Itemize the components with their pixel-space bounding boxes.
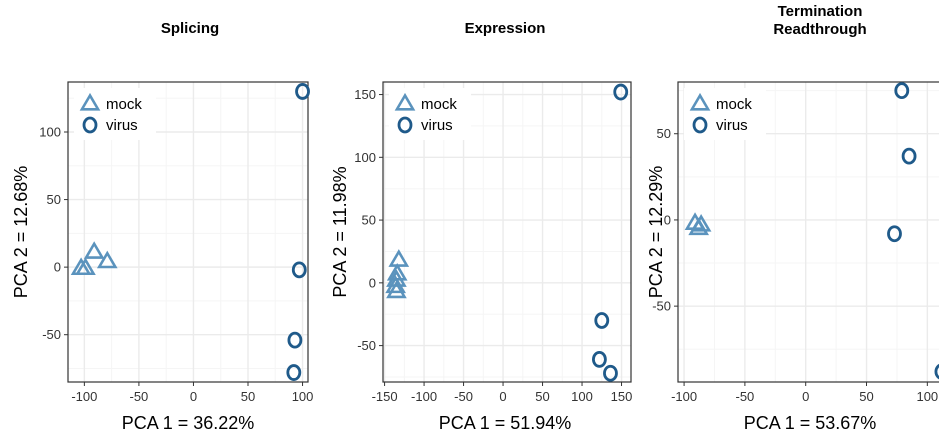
panel-title: Expression	[465, 20, 546, 37]
x-tick-label: -50	[454, 389, 473, 404]
y-tick-label: -50	[357, 338, 376, 353]
legend-label-mock: mock	[421, 96, 457, 113]
point-mock	[690, 214, 712, 232]
y-tick-label: 150	[354, 87, 376, 102]
x-axis-title: PCA 1 = 36.22%	[122, 413, 255, 433]
point-virus	[295, 83, 310, 100]
panel-border	[382, 81, 632, 383]
y-tick-label: 0	[54, 260, 61, 275]
x-tick-label: 50	[535, 389, 549, 404]
plot-area: -100 -50 0 50 100 -50 0 50 100 mock virus	[39, 81, 314, 404]
panel-border	[677, 81, 939, 383]
x-tick-label: 100	[571, 389, 593, 404]
legend-key-mock	[394, 92, 416, 111]
x-tick-label: 100	[292, 389, 314, 404]
point-virus	[934, 363, 939, 380]
panel-border	[67, 81, 309, 383]
x-tick-label: 150	[611, 389, 633, 404]
y-tick-label: 0	[664, 212, 671, 227]
x-tick-label: -100	[411, 389, 437, 404]
x-tick-label: -50	[735, 389, 754, 404]
legend-key-mock	[79, 92, 101, 111]
x-tick-label: 50	[859, 389, 873, 404]
point-virus	[887, 225, 902, 243]
legend-label-mock: mock	[106, 96, 142, 113]
y-tick-label: 100	[39, 125, 61, 140]
x-tick-label: -100	[671, 389, 697, 404]
point-virus	[894, 82, 910, 100]
legend-label-virus: virus	[106, 117, 138, 134]
y-tick-label: 50	[657, 126, 671, 141]
point-virus	[603, 364, 618, 382]
point-mock	[388, 249, 410, 267]
x-tick-label: -50	[130, 389, 149, 404]
x-axis-title: PCA 1 = 53.67%	[744, 413, 877, 433]
x-tick-label: 0	[190, 389, 197, 404]
x-axis-title: PCA 1 = 51.94%	[439, 413, 572, 433]
y-axis-title: PCA 2 = 12.29%	[646, 166, 666, 299]
x-tick-label: -150	[372, 389, 398, 404]
point-mock	[385, 275, 406, 294]
point-virus	[613, 83, 629, 101]
legend-label-virus: virus	[716, 117, 748, 134]
legend-label-virus: virus	[421, 117, 453, 134]
y-tick-label: 50	[47, 192, 61, 207]
y-tick-label: 0	[369, 275, 376, 290]
y-axis-title: PCA 2 = 11.98%	[330, 166, 350, 297]
legend-key-mock	[689, 92, 711, 111]
x-tick-label: 0	[802, 389, 809, 404]
point-virus	[592, 351, 607, 368]
panel-title: Termination Readthrough	[773, 3, 866, 38]
y-tick-label: 100	[354, 150, 376, 165]
legend-key-virus	[692, 116, 708, 134]
plot-area: -100 -50 0 50 100 -50 0 50 mock virus	[652, 81, 939, 404]
y-tick-label: 50	[362, 213, 376, 228]
point-virus	[901, 147, 917, 165]
x-tick-label: -100	[71, 389, 97, 404]
point-mock	[75, 257, 96, 276]
panel-title: Splicing	[161, 20, 219, 37]
point-mock	[83, 241, 105, 259]
legend-key-virus	[397, 116, 413, 134]
point-mock	[386, 280, 407, 299]
panel-splicing: Splicing -100 -50 0 50 100 -50 0 50 100 mock virus…	[11, 20, 313, 433]
x-tick-label: 100	[916, 389, 938, 404]
x-tick-label: 50	[241, 389, 255, 404]
point-virus	[287, 331, 303, 349]
y-tick-label: -50	[652, 299, 671, 314]
panel-expression: Expression -150 -100 -50 0 50 100 150 -50 0 50 100…	[330, 20, 632, 433]
point-mock	[96, 250, 118, 269]
y-axis-title: PCA 2 = 12.68%	[11, 166, 31, 299]
point-virus	[286, 364, 302, 381]
legend-key-virus	[82, 116, 98, 134]
legend-label-mock: mock	[716, 96, 752, 113]
plot-area: -150 -100 -50 0 50 100 150 -50 0 50 100 150 mock viru…	[354, 81, 633, 404]
point-virus	[594, 312, 610, 329]
panel-termination-readthrough: Termination Readthrough -100 -50 0 50 100 -50 0…	[646, 3, 939, 433]
y-tick-label: -50	[42, 327, 61, 342]
x-tick-label: 0	[499, 389, 506, 404]
point-virus	[291, 261, 307, 279]
